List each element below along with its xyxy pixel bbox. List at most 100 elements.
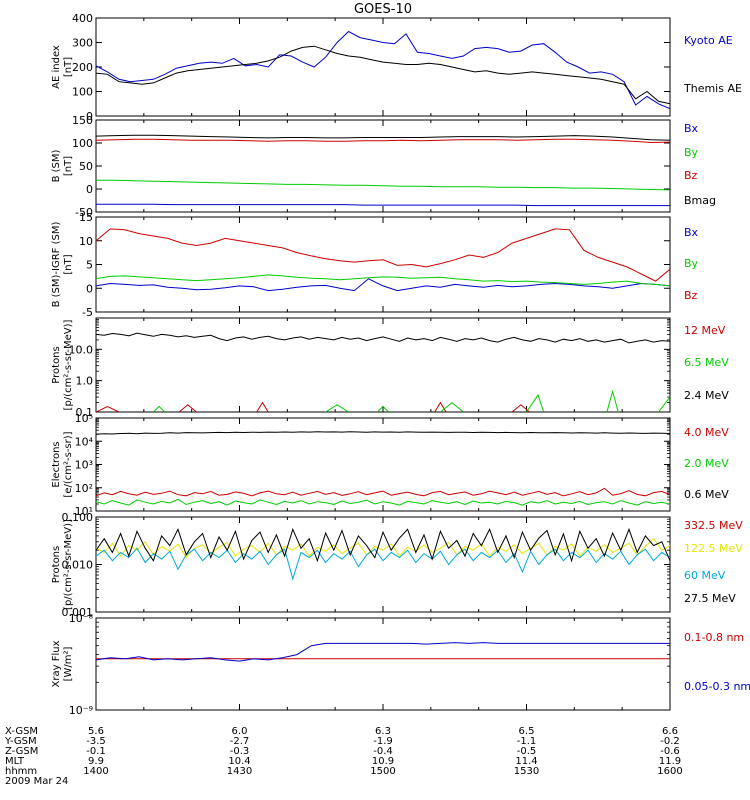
y-tick-label: 10¹ xyxy=(75,505,93,518)
series-0-05-0-3-nm-line xyxy=(96,642,670,662)
series-6-5-mev-line xyxy=(440,401,464,412)
x-row-label: Z-GSM xyxy=(5,746,38,757)
legend-0-6-mev: 0.6 MeV xyxy=(684,488,729,501)
y-tick-label: 10 xyxy=(79,235,93,248)
series-0-6-mev-line xyxy=(96,431,670,435)
y-tick-label: 0.001 xyxy=(62,606,94,619)
legend-bx: Bx xyxy=(684,122,699,135)
y-tick-label: -5 xyxy=(82,306,93,319)
panel-frame xyxy=(95,317,671,413)
series-bmag-line xyxy=(96,134,670,141)
y-tick-label: 1.0 xyxy=(76,375,94,388)
x-tick-value: 6.3 xyxy=(375,726,391,737)
y-tick-label: 10² xyxy=(75,482,93,495)
legend-6-5-mev: 6.5 MeV xyxy=(684,356,729,369)
y-tick-label: 100 xyxy=(72,86,93,99)
series-4-0-mev-line xyxy=(96,487,670,497)
y-tick-label: 10³ xyxy=(75,459,93,472)
legend-0-1-0-8-nm: 0.1-0.8 nm xyxy=(684,631,744,644)
y-axis-label: B (SM)-IGRF (SM)[nT] xyxy=(51,222,74,308)
y-tick-label: 0 xyxy=(86,110,93,123)
series-themis-ae-line xyxy=(96,45,670,105)
series-6-5-mev-line xyxy=(153,405,166,412)
x-tick-value: 1400 xyxy=(83,766,108,777)
series-12-mev-line xyxy=(256,401,269,412)
series-bz-line xyxy=(96,138,670,144)
x-tick-value: -1.1 xyxy=(517,736,537,747)
y-axis-label: Electrons[e/(cm²-s-sr)] xyxy=(51,431,74,497)
x-row-label: MLT xyxy=(5,756,25,767)
x-row-label: 2009 Mar 24 xyxy=(5,776,68,787)
x-tick-value: -2.7 xyxy=(230,736,250,747)
series-12-mev-line xyxy=(178,404,197,412)
x-tick-value: 1600 xyxy=(657,766,682,777)
series-6-5-mev-line xyxy=(376,405,390,412)
legend-12-mev: 12 MeV xyxy=(684,324,726,337)
series-6-5-mev-line xyxy=(526,393,545,412)
legend-bz: Bz xyxy=(684,169,698,182)
y-tick-label: 10⁻⁸ xyxy=(69,612,94,625)
x-tick-value: -3.5 xyxy=(86,736,106,747)
y-tick-label: 0.1 xyxy=(76,406,94,419)
x-tick-value: -0.3 xyxy=(230,746,250,757)
panel-frame xyxy=(95,216,671,313)
x-tick-value: -1.9 xyxy=(373,736,393,747)
x-tick-value: -0.5 xyxy=(517,746,537,757)
legend-122-5-mev: 122.5 MeV xyxy=(684,542,743,555)
x-tick-value: 6.0 xyxy=(232,726,248,737)
y-tick-label: 0.100 xyxy=(62,511,94,524)
y-tick-label: 10⁴ xyxy=(75,435,94,448)
y-axis-label: Xray Flux[W/m²] xyxy=(51,640,74,687)
series-60-mev-line xyxy=(96,547,670,581)
legend-bmag: Bmag xyxy=(684,194,716,207)
y-tick-label: 0 xyxy=(86,183,93,196)
panel-7: 10⁻⁹ 10⁻⁸ Xray Flux[W/m²] 0.1-0.8 nm 0.05-0.… xyxy=(51,612,750,717)
panel-3: -5 0 5 10 15 B (SM)-IGRF (SM)[nT] Bx By Bz xyxy=(51,211,699,319)
series-27-5-mev-line xyxy=(96,527,670,563)
x-tick-value: 9.9 xyxy=(88,756,104,767)
legend-themis-ae: Themis AE xyxy=(683,82,742,95)
panel-2: -50 0 50 100 150 B (SM)[nT] Bx By Bz Bmag xyxy=(51,114,716,219)
x-tick-value: -0.6 xyxy=(660,746,680,757)
series-bz-line xyxy=(96,228,670,282)
y-tick-label: 300 xyxy=(72,37,93,50)
series-2-0-mev-line xyxy=(96,498,670,506)
y-axis-label: Protons[p/(cm²-s-sr-MeV)] xyxy=(51,519,74,610)
x-row-label: hhmm xyxy=(5,766,37,777)
y-tick-label: 150 xyxy=(72,114,93,127)
y-tick-label: 5 xyxy=(86,259,93,272)
panel-frame xyxy=(95,119,671,213)
x-row-label: Y-GSM xyxy=(4,736,37,747)
legend-332-5-mev: 332.5 MeV xyxy=(684,519,743,532)
y-tick-label: 10⁵ xyxy=(75,412,93,425)
legend-by: By xyxy=(684,146,699,159)
x-row-label: X-GSM xyxy=(5,726,38,737)
y-tick-label: -50 xyxy=(75,206,93,219)
x-tick-value: -0.1 xyxy=(86,746,106,757)
legend-by: By xyxy=(684,257,699,270)
y-tick-label: 10⁻⁹ xyxy=(69,704,93,717)
legend-60-mev: 60 MeV xyxy=(684,569,726,582)
x-tick-value: 6.5 xyxy=(519,726,535,737)
y-tick-label: 0 xyxy=(86,282,93,295)
y-tick-label: 0.010 xyxy=(62,559,94,572)
series-12-mev-line xyxy=(434,401,447,412)
series-bx-line xyxy=(96,278,670,292)
x-tick-value: 10.4 xyxy=(228,756,250,767)
legend-bx: Bx xyxy=(684,226,699,239)
series-2-4-mev-line xyxy=(96,332,670,344)
y-tick-label: 200 xyxy=(72,61,93,74)
legend-2-0-mev: 2.0 MeV xyxy=(684,457,729,470)
legend-0-05-0-3-nm: 0.05-0.3 nm xyxy=(684,680,750,693)
panel-frame xyxy=(95,617,671,711)
x-tick-value: -0.2 xyxy=(660,736,680,747)
y-tick-label: 400 xyxy=(72,12,93,25)
x-tick-value: 6.6 xyxy=(662,726,678,737)
y-tick-label: 50 xyxy=(79,160,93,173)
series-by-line xyxy=(96,274,670,287)
